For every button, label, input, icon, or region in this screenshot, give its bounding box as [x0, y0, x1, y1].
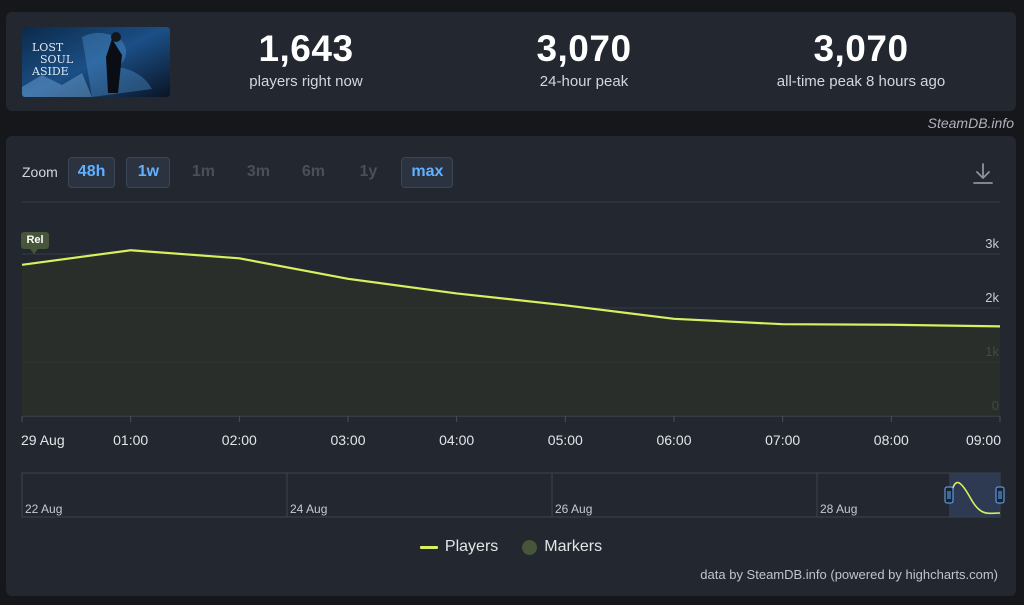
- x-tick-label: 08:00: [874, 432, 909, 448]
- legend-markers[interactable]: Markers: [522, 538, 602, 556]
- stat-current-players: 1,643 players right now: [186, 28, 426, 90]
- game-thumbnail[interactable]: LOST SOUL ASIDE: [22, 27, 170, 97]
- players-series-line: [21, 249, 1001, 328]
- chart-legend: Players Markers: [6, 538, 1016, 556]
- chart-panel: Zoom 48h 1w 1m 3m 6m 1y max 01k2k3k29 Au…: [6, 136, 1016, 596]
- players-area: [22, 250, 1000, 416]
- zoom-1m-button[interactable]: 1m: [191, 163, 215, 180]
- navigator-tick-label: 24 Aug: [290, 502, 327, 516]
- zoom-48h-button[interactable]: 48h: [67, 156, 116, 188]
- x-tick-label: 01:00: [113, 432, 148, 448]
- zoom-1w-button[interactable]: 1w: [126, 156, 171, 188]
- legend-markers-label: Markers: [544, 538, 603, 555]
- navigator-selection[interactable]: [949, 473, 1000, 517]
- stat-label: all-time peak 8 hours ago: [776, 73, 946, 90]
- legend-players[interactable]: Players: [419, 538, 499, 556]
- legend-markers-swatch: [522, 539, 538, 555]
- x-tick-label: 04:00: [439, 432, 474, 448]
- navigator-series-line: [950, 481, 1001, 515]
- stat-all-time-peak: 3,070 all-time peak 8 hours ago: [741, 28, 981, 90]
- x-tick-label: 07:00: [765, 432, 800, 448]
- x-tick-label: 03:00: [330, 432, 365, 448]
- x-tick-label: 05:00: [548, 432, 583, 448]
- zoom-max-button[interactable]: max: [401, 156, 454, 188]
- navigator-handle-left[interactable]: [944, 486, 954, 504]
- thumb-line-2: SOUL: [40, 53, 74, 66]
- stat-value: 3,070: [813, 28, 909, 69]
- y-tick-label: 3k: [985, 236, 999, 251]
- zoom-3m-button[interactable]: 3m: [246, 163, 270, 180]
- stat-label: 24-hour peak: [539, 73, 629, 90]
- player-count-chart: 01k2k3k29 Aug01:0002:0003:0004:0005:0006…: [21, 201, 1005, 518]
- navigator-tick-label: 28 Aug: [820, 502, 857, 516]
- x-tick-label: 02:00: [222, 432, 257, 448]
- zoom-label: Zoom: [22, 164, 58, 180]
- stats-bar: LOST SOUL ASIDE 1,643 players right now …: [6, 12, 1016, 111]
- zoom-1y-button[interactable]: 1y: [359, 163, 378, 180]
- x-tick-label: 06:00: [656, 432, 691, 448]
- zoom-controls: Zoom 48h 1w 1m 3m 6m 1y max: [22, 156, 464, 188]
- stat-value: 1,643: [258, 28, 354, 69]
- stat-24h-peak: 3,070 24-hour peak: [464, 28, 704, 90]
- legend-players-label: Players: [444, 538, 499, 555]
- download-icon[interactable]: [972, 162, 994, 186]
- release-marker-flag: [21, 232, 49, 254]
- thumb-line-3: ASIDE: [31, 65, 69, 78]
- stat-value: 3,070: [536, 28, 632, 69]
- chart-credit[interactable]: data by SteamDB.info (powered by highcha…: [700, 567, 998, 582]
- navigator-tick-label: 26 Aug: [555, 502, 592, 516]
- y-tick-label: 2k: [985, 290, 999, 305]
- navigator-tick-label: 22 Aug: [25, 502, 62, 516]
- thumb-line-1: LOST: [32, 41, 64, 54]
- steamdb-credit-link[interactable]: SteamDB.info: [927, 115, 1014, 131]
- x-tick-label: 29 Aug: [21, 432, 65, 448]
- legend-players-swatch: [419, 545, 438, 549]
- stat-label: players right now: [249, 73, 363, 90]
- release-marker-label: Rel: [26, 234, 43, 246]
- zoom-6m-button[interactable]: 6m: [301, 163, 325, 180]
- navigator-handle-right[interactable]: [995, 486, 1005, 504]
- x-tick-label: 09:00: [966, 432, 1001, 448]
